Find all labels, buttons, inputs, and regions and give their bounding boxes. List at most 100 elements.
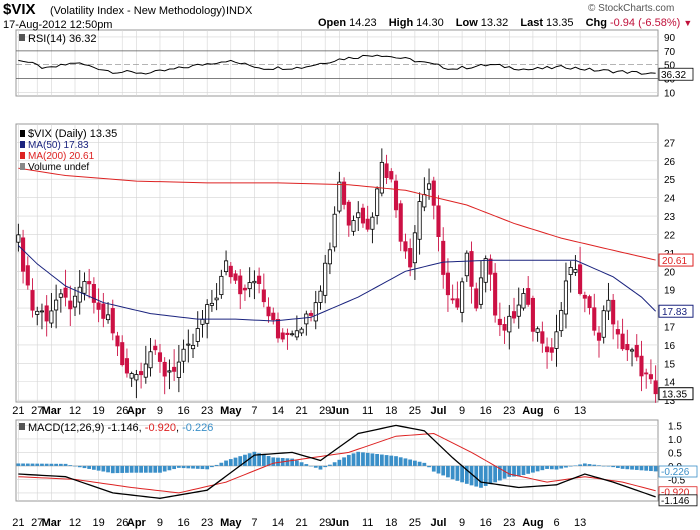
candle-body: [469, 251, 474, 287]
candle-body: [25, 265, 30, 286]
macd-histogram-bar: [294, 460, 299, 466]
macd-histogram-bar: [186, 465, 191, 469]
ma50-value-badge-text: 17.83: [662, 307, 687, 318]
macd-histogram-bar: [167, 465, 172, 471]
low-value: 13.32: [480, 17, 509, 29]
price-legend-swatch: [20, 152, 25, 159]
macd-histogram-bar: [464, 465, 469, 484]
candle-body: [360, 207, 366, 224]
macd-histogram-bar: [422, 462, 427, 466]
candle-body: [101, 303, 106, 319]
candle-body: [653, 380, 658, 395]
macd-histogram-bar: [455, 465, 460, 481]
x-tick-label-bottom: Apr: [127, 517, 147, 529]
candle-body: [96, 302, 101, 310]
macd-histogram-bar: [526, 465, 531, 474]
macd-histogram-bar: [73, 465, 77, 467]
macd-histogram-bar: [271, 457, 276, 466]
macd-tick-label: 1.5: [668, 421, 682, 432]
candle-body: [181, 348, 186, 362]
price-legend-item: Volume undef: [28, 162, 89, 173]
macd-line: [18, 424, 656, 499]
candle-body: [530, 297, 535, 332]
macd-histogram-bar: [375, 453, 380, 466]
x-tick-label: 16: [480, 405, 492, 417]
macd-histogram-bar: [431, 465, 436, 472]
candle-body: [582, 294, 587, 299]
candle-body: [332, 213, 337, 248]
candle-body: [49, 310, 54, 324]
macd-value-badge: [658, 494, 698, 507]
macd-histogram-bar: [82, 465, 87, 469]
macd-histogram-bar: [639, 465, 644, 471]
macd-histogram-bar: [92, 465, 96, 470]
macd-histogram-bar: [403, 458, 408, 466]
macd-histogram-bar: [40, 463, 44, 466]
candle-body: [304, 313, 309, 325]
macd-histogram-bar: [615, 465, 620, 468]
exchange: INDX: [226, 5, 253, 17]
panel-macd-frame: [15, 419, 659, 502]
candle-body: [153, 345, 158, 351]
x-tick-label-bottom: 7: [251, 517, 257, 529]
candle-body: [629, 349, 635, 352]
ma200-value-badge-text: 20.61: [662, 256, 687, 267]
macd-histogram-bar: [516, 465, 521, 477]
x-tick-label: May: [220, 405, 242, 417]
macd-histogram-bar: [87, 465, 92, 469]
candle-body: [563, 280, 569, 315]
last-price-badge: [658, 387, 694, 401]
candle-body: [299, 328, 304, 334]
macd-histogram-bar: [611, 465, 616, 468]
candle-body: [176, 361, 181, 378]
macd-histogram-bar: [252, 451, 257, 466]
x-tick-label: 23: [201, 405, 213, 417]
candle-body: [39, 310, 45, 313]
macd-histogram-bar: [228, 459, 233, 466]
macd-histogram-bar: [379, 454, 384, 466]
macd-histogram-bar: [545, 465, 549, 469]
x-tick-label-bottom: 13: [574, 517, 586, 529]
macd-histogram-bar: [398, 457, 403, 466]
rsi-value-badge-text: 36.32: [661, 70, 686, 81]
x-tick-label: Apr: [127, 405, 147, 417]
candle-body: [408, 248, 413, 268]
macd-histogram-bar: [479, 465, 483, 488]
candle-body: [568, 266, 573, 276]
candle-body: [242, 287, 248, 291]
last-price-badge-text: 13.35: [662, 390, 687, 401]
candle-body: [313, 302, 318, 322]
macd-histogram-bar: [176, 465, 181, 468]
macd-histogram-bar: [535, 465, 540, 472]
macd-histogram-bar: [497, 465, 502, 481]
x-tick-label-bottom: May: [220, 517, 242, 529]
macd-histogram-bar: [592, 464, 597, 466]
macd-histogram-bar: [25, 463, 30, 466]
macd-histogram-bar: [601, 465, 606, 467]
macd-histogram-bar: [328, 464, 332, 466]
candle-body: [115, 335, 120, 347]
candle-body: [139, 371, 144, 376]
x-tick-label-bottom: 23: [201, 517, 213, 529]
rsi-tick-label: 10: [664, 89, 676, 100]
macd-histogram-bar: [68, 465, 73, 466]
brand-watermark: © StockCharts.com: [588, 3, 675, 14]
x-tick-label: Jun: [330, 405, 350, 417]
macd-histogram-bar: [630, 465, 634, 470]
x-tick-label: Jul: [431, 405, 447, 417]
macd-histogram-bar: [101, 465, 106, 472]
symbol-description: (Volatility Index - New Methodology): [50, 5, 226, 17]
macd-histogram-bar: [54, 463, 59, 466]
macd-histogram-bar: [200, 465, 205, 470]
x-tick-label: 9: [459, 405, 465, 417]
candle-body: [356, 212, 361, 219]
macd-histogram-bar: [587, 464, 592, 466]
candle-body: [16, 234, 21, 243]
macd-histogram-bar: [58, 463, 63, 466]
x-tick-label: 14: [272, 405, 284, 417]
macd-histogram-bar: [120, 465, 125, 473]
rsi-value-badge: [658, 67, 694, 81]
candle-body: [271, 312, 276, 321]
x-tick-label-bottom: 14: [272, 517, 284, 529]
